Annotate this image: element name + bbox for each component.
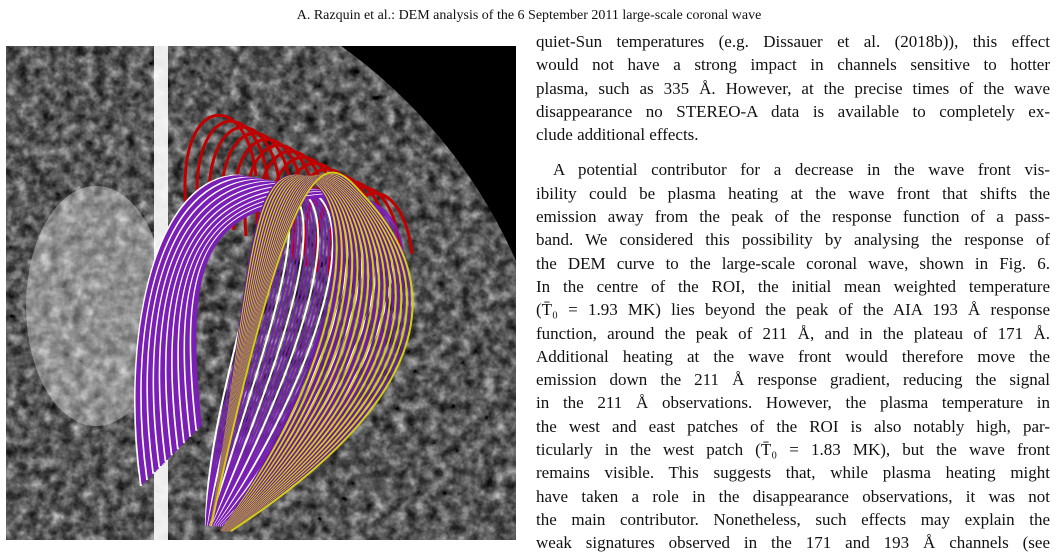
- text-line: would not have a strong impact in channe…: [536, 55, 1050, 75]
- text-line: remains visible. This suggests that, whi…: [536, 463, 1050, 483]
- text-line: ibility could be plasma heating at the w…: [536, 183, 1050, 203]
- text-line: plasma, such as 335 Å. However, at the p…: [536, 78, 1050, 98]
- text-line: function, around the peak of 211 Å, and …: [536, 323, 1050, 343]
- text-line: disappearance no STEREO-A data is availa…: [536, 101, 1050, 121]
- text-line: band. We considered this possibility by …: [536, 230, 1050, 250]
- bright-region: [26, 186, 166, 426]
- text-line: quiet-Sun temperatures (e.g. Dissauer et…: [536, 32, 1050, 51]
- text-line: emission down the 211 Å response gradien…: [536, 370, 1050, 390]
- text-line: (T̄₀ = 1.93 MK) lies beyond the peak of …: [536, 300, 1050, 320]
- text-line: A potential contributor for a decrease i…: [553, 160, 1050, 180]
- text-line: ticularly in the west patch (T̄₀ = 1.83 …: [536, 440, 1050, 460]
- field-lines: [134, 113, 414, 532]
- text-column: quiet-Sun temperatures (e.g. Dissauer et…: [536, 30, 1050, 554]
- paragraph: quiet-Sun temperatures (e.g. Dissauer et…: [536, 30, 1050, 146]
- text-line: the DEM curve to the large-scale coronal…: [536, 253, 1050, 273]
- text-line: clude additional effects.: [536, 125, 699, 145]
- text-line: Additional heating at the wave front wou…: [536, 346, 1050, 366]
- text-line: in the 211 Å observations. However, the …: [536, 393, 1050, 413]
- text-line: the west and east patches of the ROI is …: [536, 416, 1050, 436]
- yellow-loop: [210, 171, 414, 532]
- text-line: have taken a role in the disappearance o…: [536, 486, 1050, 506]
- text-line: weak signatures observed in the 171 and …: [536, 533, 1050, 553]
- paragraph: A potential contributor for a decrease i…: [536, 158, 1050, 554]
- figure: [6, 46, 516, 540]
- text-line: In the centre of the ROI, the initial me…: [536, 276, 1050, 296]
- text-line: the main contributor. Nonetheless, such …: [536, 509, 1050, 529]
- running-header: A. Razquin et al.: DEM analysis of the 6…: [296, 8, 762, 23]
- text-line: emission away from the peak of the respo…: [536, 207, 1050, 227]
